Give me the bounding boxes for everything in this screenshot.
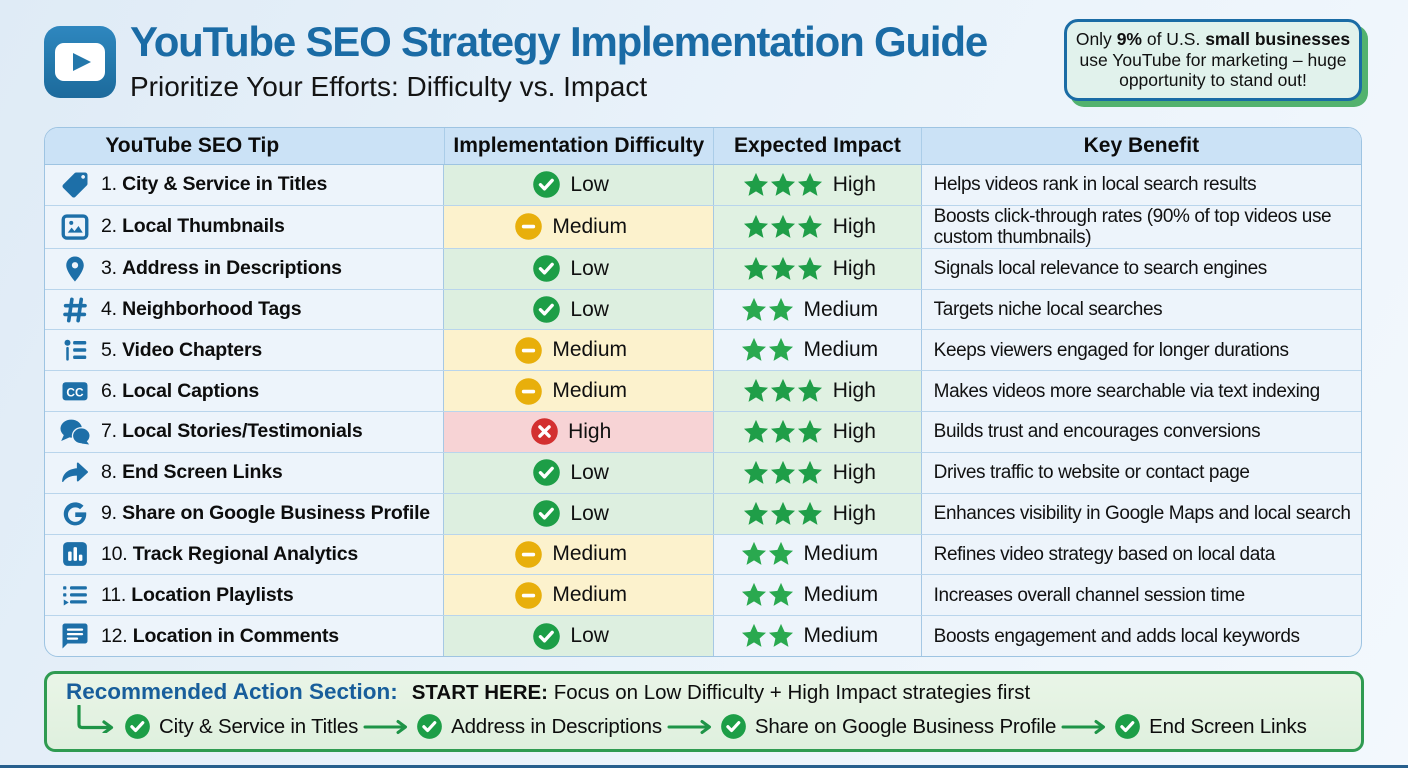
svg-text:CC: CC [66, 386, 84, 400]
